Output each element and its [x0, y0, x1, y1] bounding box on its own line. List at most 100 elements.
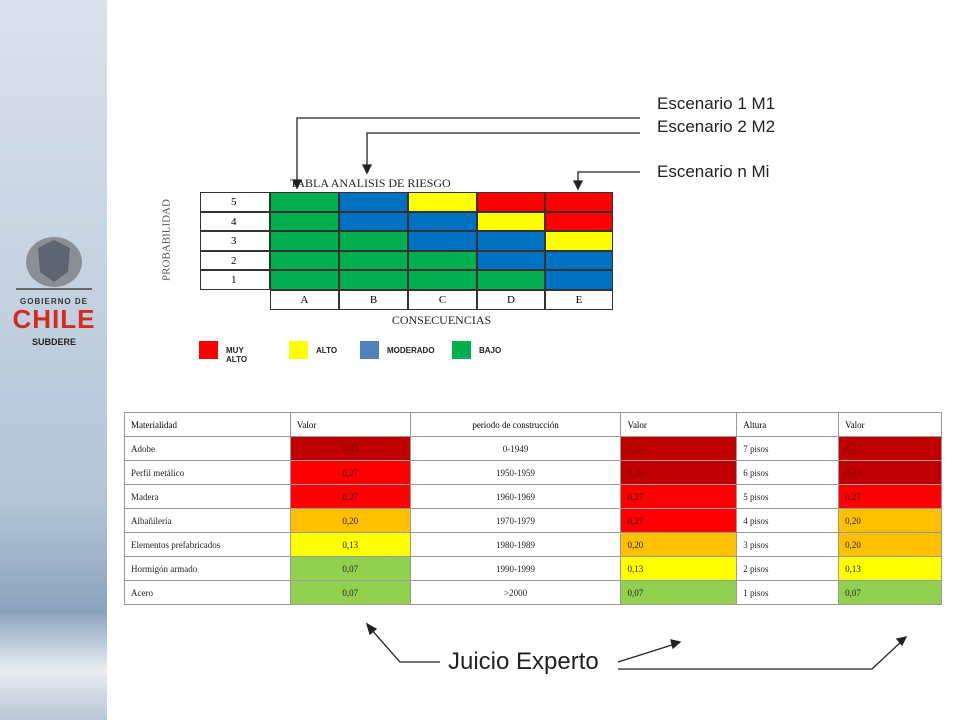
value-cell: 0,33 [620, 436, 738, 461]
col-label: B [339, 290, 408, 310]
value-cell: 0,33 [838, 436, 942, 461]
value-cell: 0,13 [289, 532, 411, 557]
label-cell: Perfil metálico [124, 460, 291, 485]
matrix-cell [339, 192, 408, 212]
matrix-cell [408, 231, 477, 251]
label-cell: 1980-1989 [409, 532, 622, 557]
table-row: Albañilería 0,20 1970-1979 0,27 4 pisos 0,20 [124, 508, 942, 533]
value-cell: 0,20 [838, 508, 942, 533]
col-label: C [408, 290, 477, 310]
header-cell: Altura [736, 412, 840, 437]
legend-label: BAJO [479, 346, 502, 355]
matrix-cell [408, 250, 477, 271]
col-label: D [477, 290, 545, 310]
label-cell: 7 pisos [736, 436, 840, 461]
value-cell: 0,07 [838, 580, 942, 605]
label-cell: 1 pisos [736, 580, 840, 605]
col-label: E [545, 290, 613, 310]
value-cell: 0,13 [620, 556, 738, 581]
row-label: 2 [200, 250, 270, 271]
header-cell: Valor [838, 412, 942, 437]
value-cell: 0,27 [838, 484, 942, 509]
value-cell: 0,07 [289, 580, 411, 605]
legend-swatch [289, 341, 308, 359]
logo-top: GOBIERNO DE [20, 297, 88, 306]
value-cell: 0,27 [620, 508, 738, 533]
matrix-cell [545, 192, 613, 212]
label-cell: 2 pisos [736, 556, 840, 581]
header-cell: Valor [620, 412, 738, 437]
value-cell: 0,27 [620, 484, 738, 509]
sidebar [0, 0, 107, 720]
label-cell: 0-1949 [409, 436, 622, 461]
label-cell: 1960-1969 [409, 484, 622, 509]
label-cell: 1970-1979 [409, 508, 622, 533]
value-cell: 0,33 [838, 460, 942, 485]
label-cell: 3 pisos [736, 532, 840, 557]
label-cell: Hormigón armado [124, 556, 291, 581]
value-cell: 0,13 [838, 556, 942, 581]
row-label: 5 [200, 192, 270, 212]
matrix-cell [545, 231, 613, 251]
value-cell: 0,20 [838, 532, 942, 557]
value-cell: 0,27 [289, 460, 411, 485]
label-cell: 5 pisos [736, 484, 840, 509]
matrix-title: TABLA ANALISIS DE RIESGO [290, 176, 451, 190]
matrix-cell [339, 270, 408, 290]
matrix-cell [408, 211, 477, 232]
matrix-cell [270, 192, 339, 212]
matrix-cell [477, 211, 545, 232]
matrix-cell [477, 231, 545, 251]
x-axis-label: CONSECUENCIAS [391, 313, 492, 327]
value-cell: 0,20 [289, 508, 411, 533]
value-cell: 0,07 [289, 556, 411, 581]
table-row: Acero 0,07 >2000 0,07 1 pisos 0,07 [124, 580, 942, 605]
expert-label: Juicio Experto [448, 648, 599, 675]
value-cell: 0,33 [289, 436, 411, 461]
matrix-cell [477, 250, 545, 271]
coat-of-arms [16, 237, 92, 290]
label-cell: 4 pisos [736, 508, 840, 533]
matrix-cell [270, 211, 339, 232]
table-row: Elementos prefabricados 0,13 1980-1989 0,20… [124, 532, 942, 557]
value-cell: 0,27 [289, 484, 411, 509]
value-cell: 0,33 [620, 460, 738, 485]
matrix-cell [477, 192, 545, 212]
label-cell: >2000 [409, 580, 622, 605]
matrix-cell [545, 211, 613, 232]
legend-label: ALTO [316, 346, 338, 355]
label-cell: 1990-1999 [409, 556, 622, 581]
data-table: Materialidad Valor periodo de construcción… [124, 412, 942, 605]
header-row: Materialidad Valor periodo de construcción… [124, 412, 942, 437]
value-cell: 0,07 [620, 580, 738, 605]
label-cell: Elementos prefabricados [124, 532, 291, 557]
matrix-cell [270, 250, 339, 271]
table-row: Hormigón armado 0,07 1990-1999 0,13 2 pisos 0… [124, 556, 942, 581]
col-label: A [270, 290, 339, 310]
matrix-cell [339, 231, 408, 251]
legend-swatch [199, 341, 218, 359]
matrix-cell [339, 250, 408, 271]
label-cell: 6 pisos [736, 460, 840, 485]
label-cell: Acero [124, 580, 291, 605]
matrix-cell [545, 270, 613, 290]
table-row: Perfil metálico 0,27 1950-1959 0,33 6 pisos 0… [124, 460, 942, 485]
label-cell: Madera [124, 484, 291, 509]
table-row: Adobe 0,33 0-1949 0,33 7 pisos 0,33 [124, 436, 942, 461]
legend-swatch [452, 341, 471, 359]
matrix-cell [339, 211, 408, 232]
y-axis-label: PROBABILIDAD [161, 199, 173, 281]
legend-swatch [360, 341, 379, 359]
label-cell: Albañilería [124, 508, 291, 533]
legend-label: MUY ALTO [226, 346, 248, 364]
logo-sub: SUBDERE [31, 337, 76, 347]
row-label: 4 [200, 211, 270, 232]
matrix-cell [270, 231, 339, 251]
scenario-label: Escenario 1 M1 [657, 94, 776, 113]
header-cell: Materialidad [124, 412, 291, 437]
label-cell: 1950-1959 [409, 460, 622, 485]
header-cell: periodo de construcción [409, 412, 622, 437]
matrix-cell [270, 270, 339, 290]
